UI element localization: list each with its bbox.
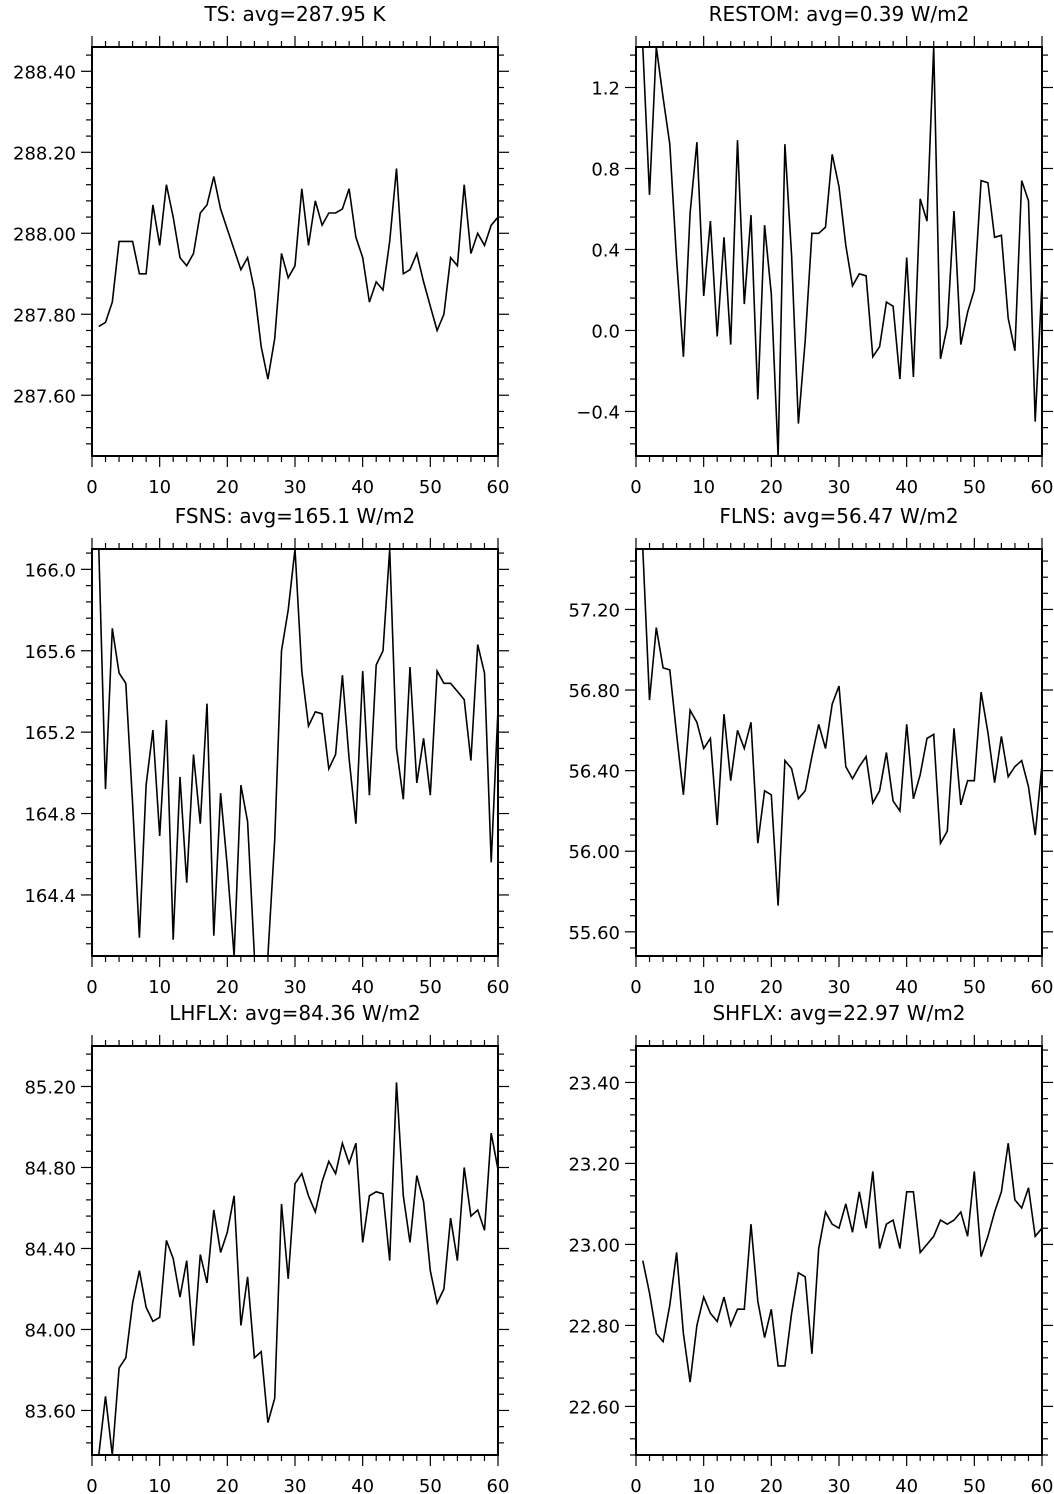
x-tick-label-ts: 50: [419, 477, 442, 498]
x-tick-label-ts: 30: [284, 477, 307, 498]
panel-title-shflx: SHFLX: avg=22.97 W/m2: [712, 1001, 965, 1025]
y-tick-label-shflx: 23.20: [568, 1154, 620, 1175]
x-tick-label-flns: 60: [1031, 977, 1054, 998]
y-tick-label-restom: 0.8: [591, 159, 620, 180]
panel-flns: FLNS: avg=56.47 W/m2 0 10 20 30 40 50 60 55.60 56…: [568, 504, 1053, 998]
y-tick-label-flns: 55.60: [568, 923, 620, 944]
x-tick-label-shflx: 0: [630, 1476, 641, 1494]
x-tick-label-lhflx: 10: [148, 1476, 171, 1494]
x-tick-label-flns: 10: [692, 977, 715, 998]
y-tick-label-shflx: 22.60: [568, 1397, 620, 1418]
panel-title-fsns: FSNS: avg=165.1 W/m2: [175, 504, 415, 528]
y-tick-label-fsns: 165.2: [24, 723, 76, 744]
series-line-fsns: [98, 548, 499, 957]
plot-frame-flns: [635, 548, 1043, 957]
y-tick-label-fsns: 164.8: [24, 805, 76, 826]
y-tick-label-shflx: 23.40: [568, 1073, 620, 1094]
y-tick-label-ts: 287.60: [13, 386, 76, 407]
y-tick-label-lhflx: 84.80: [24, 1158, 76, 1179]
panel-shflx: SHFLX: avg=22.97 W/m2 0 10 20 30 40 50 60 22.60 2…: [568, 1001, 1053, 1494]
plot-frame-restom: [635, 46, 1043, 457]
y-tick-label-fsns: 165.6: [24, 642, 76, 663]
panel-lhflx: LHFLX: avg=84.36 W/m2 0 10 20 30 40 50 60 83.60 8…: [24, 1001, 509, 1494]
x-tick-label-flns: 40: [895, 977, 918, 998]
x-tick-label-flns: 50: [963, 977, 986, 998]
x-tick-label-lhflx: 40: [351, 1476, 374, 1494]
panel-title-ts: TS: avg=287.95 K: [203, 2, 386, 26]
y-tick-label-shflx: 22.80: [568, 1316, 620, 1337]
series-line-restom: [642, 46, 1043, 457]
x-tick-label-shflx: 50: [963, 1476, 986, 1494]
x-tick-label-restom: 40: [895, 477, 918, 498]
series-line-flns: [642, 548, 1043, 906]
y-tick-label-restom: 1.2: [591, 78, 620, 99]
x-tick-label-fsns: 40: [351, 977, 374, 998]
y-tick-label-flns: 56.40: [568, 762, 620, 783]
y-tick-label-flns: 57.20: [568, 600, 620, 621]
x-tick-label-ts: 40: [351, 477, 374, 498]
x-tick-label-ts: 60: [487, 477, 510, 498]
y-tick-label-shflx: 23.00: [568, 1235, 620, 1256]
series-line-lhflx: [98, 1082, 499, 1456]
x-tick-label-fsns: 60: [487, 977, 510, 998]
x-tick-label-restom: 60: [1031, 477, 1054, 498]
panels: TS: avg=287.95 K 0 10 20 30 40 50 60 287.60 287.8…: [13, 2, 1053, 1494]
x-tick-label-fsns: 0: [86, 977, 97, 998]
y-tick-label-restom: −0.4: [576, 402, 620, 423]
x-tick-label-lhflx: 50: [419, 1476, 442, 1494]
x-tick-label-flns: 20: [760, 977, 783, 998]
x-tick-label-ts: 0: [86, 477, 97, 498]
series-line-ts: [98, 168, 499, 380]
y-tick-label-restom: 0.4: [591, 240, 620, 261]
x-tick-label-restom: 10: [692, 477, 715, 498]
panel-title-restom: RESTOM: avg=0.39 W/m2: [709, 2, 970, 26]
x-tick-label-flns: 0: [630, 977, 641, 998]
x-tick-label-fsns: 30: [284, 977, 307, 998]
panel-restom: RESTOM: avg=0.39 W/m2 0 10 20 30 40 50 60 −0.4 0.…: [576, 2, 1053, 498]
x-tick-label-lhflx: 20: [216, 1476, 239, 1494]
y-tick-label-ts: 288.00: [13, 224, 76, 245]
x-tick-label-fsns: 10: [148, 977, 171, 998]
panel-ts: TS: avg=287.95 K 0 10 20 30 40 50 60 287.60 287.8…: [13, 2, 509, 498]
y-tick-label-ts: 287.80: [13, 305, 76, 326]
panel-title-lhflx: LHFLX: avg=84.36 W/m2: [169, 1001, 421, 1025]
y-tick-label-lhflx: 83.60: [24, 1401, 76, 1422]
y-tick-label-flns: 56.80: [568, 681, 620, 702]
series-line-shflx: [642, 1143, 1043, 1383]
x-tick-label-ts: 10: [148, 477, 171, 498]
x-tick-label-lhflx: 0: [86, 1476, 97, 1494]
y-tick-label-ts: 288.20: [13, 143, 76, 164]
x-tick-label-flns: 30: [828, 977, 851, 998]
x-tick-label-shflx: 20: [760, 1476, 783, 1494]
x-tick-label-restom: 20: [760, 477, 783, 498]
y-tick-label-restom: 0.0: [591, 321, 620, 342]
x-tick-label-lhflx: 60: [487, 1476, 510, 1494]
x-tick-label-ts: 20: [216, 477, 239, 498]
plot-frame-lhflx: [91, 1045, 499, 1456]
y-tick-label-flns: 56.00: [568, 842, 620, 863]
plot-frame-fsns: [91, 548, 499, 957]
x-tick-label-restom: 50: [963, 477, 986, 498]
y-tick-label-fsns: 166.0: [24, 560, 76, 581]
y-tick-label-fsns: 164.4: [24, 886, 76, 907]
x-tick-label-restom: 0: [630, 477, 641, 498]
x-tick-label-fsns: 20: [216, 977, 239, 998]
y-tick-label-lhflx: 84.40: [24, 1239, 76, 1260]
x-tick-label-shflx: 60: [1031, 1476, 1054, 1494]
y-tick-label-ts: 288.40: [13, 62, 76, 83]
x-tick-label-shflx: 40: [895, 1476, 918, 1494]
x-tick-label-shflx: 30: [828, 1476, 851, 1494]
panel-title-flns: FLNS: avg=56.47 W/m2: [719, 504, 958, 528]
x-tick-label-fsns: 50: [419, 977, 442, 998]
plot-frame-ts: [91, 46, 499, 457]
x-tick-label-restom: 30: [828, 477, 851, 498]
y-tick-label-lhflx: 85.20: [24, 1077, 76, 1098]
x-tick-label-shflx: 10: [692, 1476, 715, 1494]
x-tick-label-lhflx: 30: [284, 1476, 307, 1494]
panel-fsns: FSNS: avg=165.1 W/m2 0 10 20 30 40 50 60 164.4 16…: [24, 504, 509, 998]
y-tick-label-lhflx: 84.00: [24, 1320, 76, 1341]
